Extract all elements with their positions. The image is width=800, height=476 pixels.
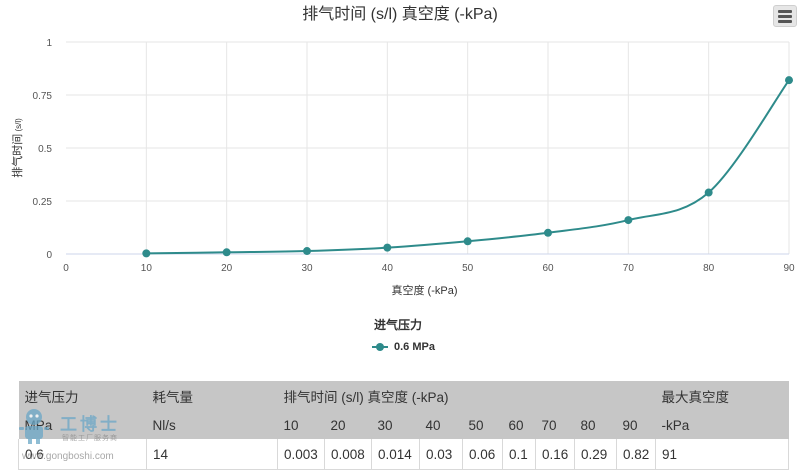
- subheader-cell: 80: [574, 411, 617, 439]
- subheader-cell: 30: [371, 411, 420, 439]
- subheader-cell: Nl/s: [146, 411, 278, 439]
- table-subheader-row: MPa Nl/s 10 20 30 40 50 60 70 80 90 -kPa: [18, 411, 789, 439]
- y-axis-title-main: 排气时间: [10, 134, 24, 178]
- data-point: [463, 237, 472, 246]
- table-cell: 0.008: [324, 439, 372, 470]
- x-tick-label: 40: [382, 263, 394, 274]
- table-row: 0.6 14 0.003 0.008 0.014 0.03 0.06 0.1 0…: [18, 439, 789, 470]
- data-point: [383, 243, 392, 252]
- legend-title: 进气压力: [374, 318, 423, 332]
- x-tick-label: 50: [462, 263, 474, 274]
- header-cell: 最大真空度: [655, 381, 789, 411]
- spec-table: 进气压力 耗气量 排气时间 (s/l) 真空度 (-kPa) 最大真空度 MPa…: [18, 381, 789, 470]
- table-cell: 0.6: [18, 439, 147, 470]
- legend-symbol: [372, 342, 388, 352]
- legend-item-series[interactable]: 0.6 MPa: [372, 341, 435, 353]
- subheader-cell: 40: [419, 411, 463, 439]
- chart-title: 排气时间 (s/l) 真空度 (-kPa): [302, 5, 498, 23]
- table-cell: 0.29: [574, 439, 617, 470]
- data-point: [222, 248, 231, 257]
- table-cell: 0.03: [419, 439, 463, 470]
- subheader-cell: -kPa: [655, 411, 789, 439]
- subheader-cell: 50: [462, 411, 503, 439]
- subheader-cell: 70: [535, 411, 575, 439]
- data-point: [142, 249, 151, 258]
- subheader-cell: 90: [616, 411, 656, 439]
- y-tick-label: 0.5: [38, 144, 52, 155]
- table-cell: 0.16: [535, 439, 575, 470]
- subheader-cell: 20: [324, 411, 372, 439]
- y-axis-title: 排气时间 (s/l): [10, 118, 24, 178]
- header-cell: 耗气量: [146, 381, 278, 411]
- subheader-cell: MPa: [18, 411, 147, 439]
- chart-menu-button[interactable]: [773, 5, 797, 27]
- table-cell: 14: [146, 439, 278, 470]
- data-point: [303, 247, 311, 256]
- x-tick-label: 30: [301, 263, 313, 274]
- table-cell: 0.1: [502, 439, 536, 470]
- data-point: [704, 188, 713, 197]
- data-point: [624, 216, 633, 225]
- subheader-cell: 60: [502, 411, 536, 439]
- table-cell: 0.003: [277, 439, 325, 470]
- y-tick-label: 0.75: [33, 91, 53, 102]
- legend-item-label: 0.6 MPa: [394, 341, 435, 353]
- x-tick-label: 10: [141, 263, 153, 274]
- x-tick-label: 90: [783, 263, 795, 274]
- x-tick-label: 20: [221, 263, 233, 274]
- y-axis-title-unit: (s/l): [14, 118, 23, 134]
- line-chart: 排气时间 (s/l) 真空度 (-kPa)0 10 20 30 40 50 60 70 80 90…: [10, 5, 795, 297]
- data-point: [544, 228, 552, 237]
- x-tick-label: 60: [542, 263, 554, 274]
- table-header-row: 进气压力 耗气量 排气时间 (s/l) 真空度 (-kPa) 最大真空度: [18, 381, 789, 411]
- table-cell: 91: [655, 439, 789, 470]
- x-axis-title: 真空度 (-kPa): [392, 283, 458, 297]
- x-tick-label: 0: [63, 263, 69, 274]
- table-cell: 0.014: [371, 439, 420, 470]
- x-tick-label: 70: [623, 263, 635, 274]
- table-cell: 0.06: [462, 439, 503, 470]
- series-line: [146, 79, 790, 255]
- y-tick-label: 1: [46, 38, 52, 49]
- table-cell: 0.82: [616, 439, 656, 470]
- chart-area: 排气时间 (s/l) 真空度 (-kPa) 0 10 20 30 40 50 60 70 80 90…: [10, 5, 797, 353]
- x-tick-label: 80: [703, 263, 715, 274]
- subheader-cell: 10: [277, 411, 325, 439]
- legend: 进气压力 0.6 MPa: [372, 316, 435, 353]
- header-cell: 排气时间 (s/l) 真空度 (-kPa): [277, 381, 656, 411]
- header-cell: 进气压力: [18, 381, 147, 411]
- y-tick-label: 0.25: [33, 197, 53, 208]
- data-point: [785, 76, 793, 85]
- y-tick-label: 0: [46, 250, 52, 261]
